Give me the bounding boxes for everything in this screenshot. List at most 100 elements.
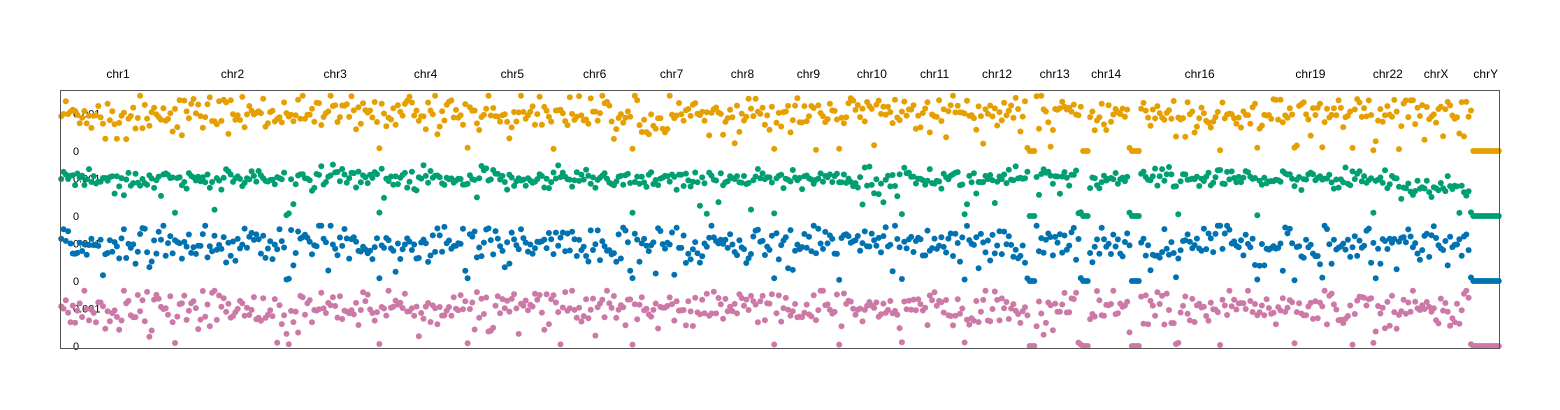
data-point-track1 <box>954 102 961 109</box>
data-point-track1 <box>494 113 501 120</box>
data-point-track1 <box>838 114 845 121</box>
data-point-track3 <box>1056 231 1063 238</box>
data-point-track3 <box>1012 246 1019 253</box>
data-point-track1 <box>1049 127 1056 133</box>
data-point-track4 <box>1094 288 1100 294</box>
data-point-track2 <box>1423 177 1430 184</box>
data-point-track1 <box>309 105 315 112</box>
data-point-track1 <box>803 118 810 125</box>
data-point-track4 <box>290 319 297 326</box>
data-point-track4 <box>86 317 92 324</box>
data-point-track1 <box>945 108 952 115</box>
chromosome-label-chr12: chr12 <box>982 67 1012 81</box>
data-point-track1 <box>1402 97 1409 104</box>
data-point-track1 <box>1135 148 1142 154</box>
data-point-track1 <box>1180 115 1186 122</box>
data-point-track3 <box>406 238 413 245</box>
data-point-track1 <box>892 96 898 103</box>
data-point-track4 <box>1138 293 1145 300</box>
data-point-track3 <box>511 236 518 243</box>
data-point-track1 <box>1001 99 1008 106</box>
data-point-track2 <box>1437 180 1444 186</box>
data-point-track3 <box>566 247 573 254</box>
data-point-track3 <box>873 242 880 249</box>
data-point-track3 <box>1061 232 1068 239</box>
data-point-track3 <box>1119 253 1126 260</box>
data-point-track3 <box>1142 252 1149 259</box>
data-point-track2 <box>1358 178 1365 185</box>
data-point-track4 <box>278 321 285 328</box>
data-point-track1 <box>1152 115 1159 122</box>
data-point-track4 <box>508 295 515 302</box>
data-point-track3 <box>868 230 875 237</box>
data-point-track1 <box>1045 119 1052 126</box>
data-point-track3 <box>151 237 158 244</box>
data-point-track4 <box>534 296 541 303</box>
data-point-track1 <box>213 121 220 128</box>
data-point-track3 <box>585 258 592 265</box>
plot-frame <box>60 90 1500 349</box>
data-point-track2 <box>780 185 787 192</box>
data-point-track4 <box>473 289 480 296</box>
data-point-track2 <box>829 179 836 185</box>
data-point-track1 <box>453 106 459 113</box>
data-point-track4 <box>950 322 956 329</box>
data-point-track1 <box>1142 107 1149 114</box>
data-point-track2 <box>473 194 480 201</box>
data-point-track1 <box>720 131 727 138</box>
data-point-track3 <box>176 240 183 247</box>
data-point-track3 <box>132 260 139 267</box>
data-point-track3 <box>896 244 903 251</box>
data-point-track1 <box>276 114 283 121</box>
data-point-track4 <box>192 305 199 312</box>
data-point-track3 <box>778 242 785 249</box>
data-point-track1 <box>1015 106 1022 112</box>
data-point-track2 <box>181 179 188 185</box>
data-point-track2 <box>1010 177 1017 184</box>
data-point-track2 <box>271 181 278 188</box>
data-point-track3 <box>1070 224 1077 231</box>
data-point-track2 <box>1245 169 1251 176</box>
data-point-track4 <box>975 319 982 326</box>
data-point-track2 <box>1038 171 1045 177</box>
data-point-track4 <box>1361 294 1368 301</box>
data-point-track3 <box>771 275 778 282</box>
data-point-track1 <box>1189 108 1196 115</box>
data-point-track4 <box>374 309 380 316</box>
data-point-track3 <box>857 247 864 254</box>
data-point-track4 <box>966 321 973 328</box>
data-point-track4 <box>1409 287 1416 294</box>
data-point-track2 <box>422 172 429 179</box>
data-point-track4 <box>1444 308 1451 315</box>
data-point-track1 <box>1258 122 1265 129</box>
data-point-track4 <box>244 304 250 311</box>
data-point-track1 <box>371 99 378 105</box>
data-point-track1 <box>1010 114 1017 121</box>
data-point-track4 <box>831 308 838 315</box>
data-point-track1 <box>678 111 685 118</box>
data-point-track4 <box>1219 296 1226 303</box>
data-point-track3 <box>615 231 622 238</box>
data-point-track4 <box>257 317 264 324</box>
data-point-track3 <box>248 229 255 236</box>
data-point-track1 <box>1212 114 1219 121</box>
data-point-track3 <box>901 238 908 245</box>
data-point-track4 <box>1463 287 1470 294</box>
data-point-track3 <box>1121 239 1128 245</box>
data-point-track1 <box>987 102 994 109</box>
data-point-track3 <box>223 259 230 266</box>
data-point-track1 <box>564 122 571 129</box>
data-point-track2 <box>1333 176 1340 183</box>
data-point-track3 <box>947 230 954 237</box>
data-point-track1 <box>573 113 580 120</box>
data-point-track3 <box>1328 260 1335 267</box>
data-point-track1 <box>1351 106 1358 113</box>
data-point-track3 <box>1066 242 1073 249</box>
data-point-track2 <box>362 174 369 181</box>
data-point-track2 <box>578 171 585 178</box>
data-point-track1 <box>815 102 822 109</box>
data-point-track3 <box>559 229 566 236</box>
data-point-track2 <box>887 183 894 190</box>
data-point-track3 <box>436 232 443 239</box>
data-point-track1 <box>882 111 889 118</box>
